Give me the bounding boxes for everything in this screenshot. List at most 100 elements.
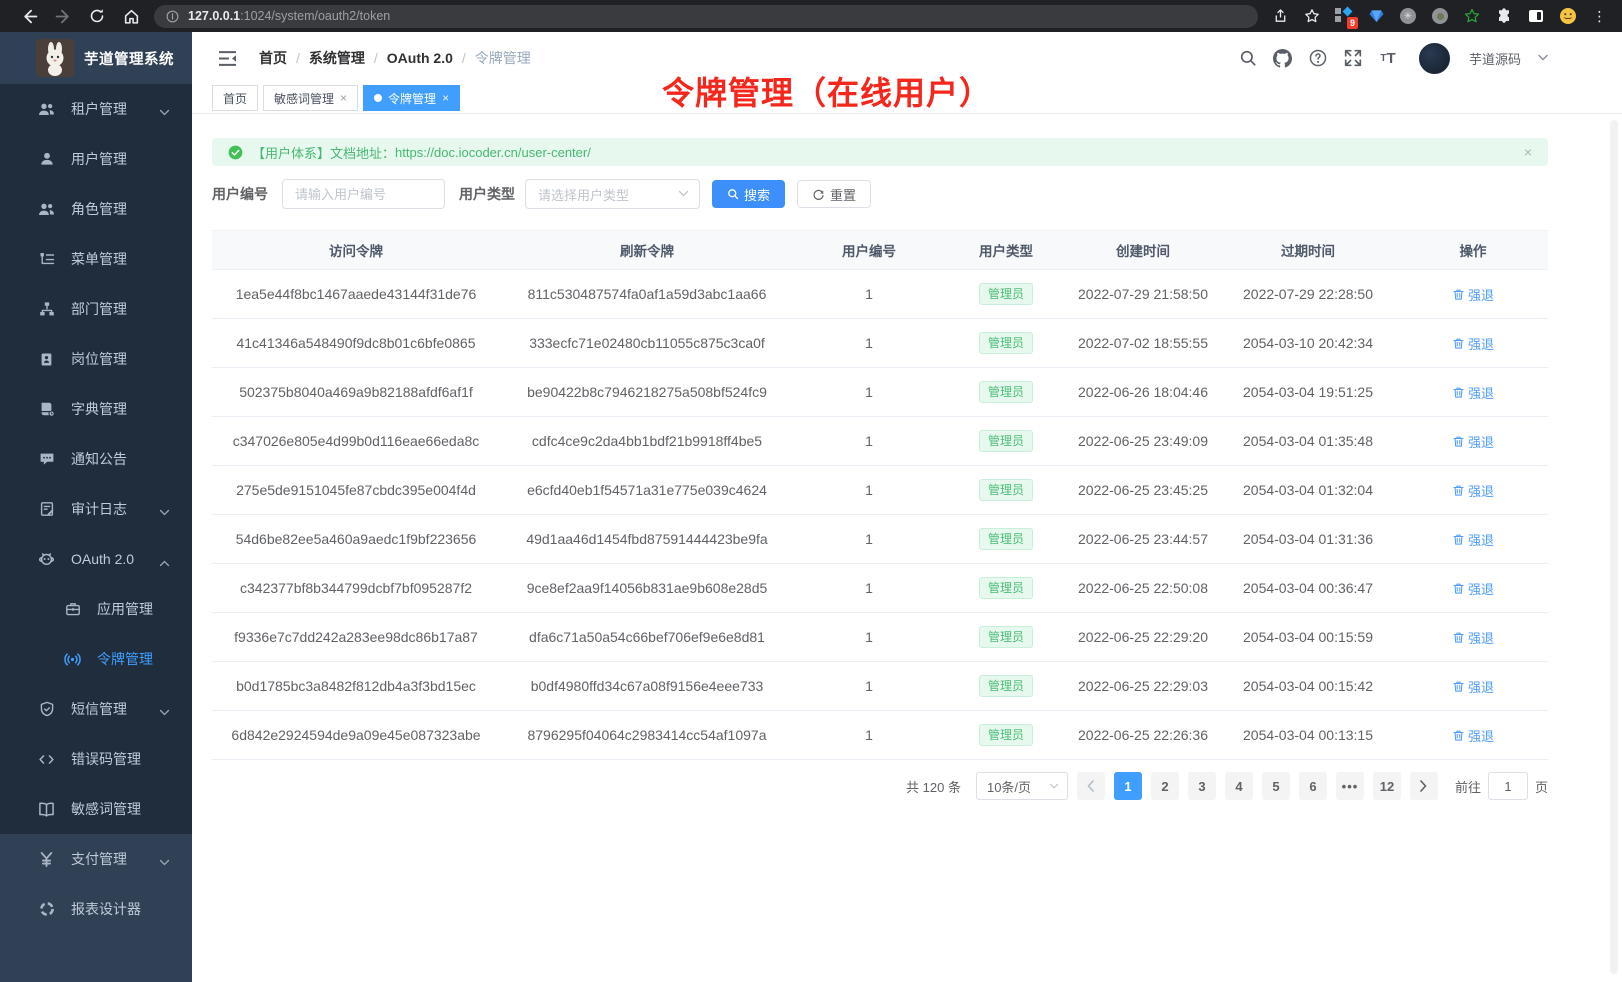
access-token-cell: 502375b8040a469a9b82188afdf6af1f (239, 384, 473, 400)
sidebar-item-post[interactable]: 岗位管理 (0, 334, 192, 384)
browser-back-icon[interactable] (12, 3, 46, 29)
extension-grid-icon[interactable]: 9 (1334, 6, 1358, 29)
action-cell: 强退 (1398, 530, 1548, 549)
help-icon[interactable] (1308, 48, 1328, 68)
force-logout-button[interactable]: 强退 (1452, 726, 1494, 745)
user-name[interactable]: 芋道源码 (1468, 51, 1521, 67)
gem-extension-icon[interactable] (1366, 6, 1386, 26)
user-avatar[interactable] (1418, 42, 1450, 74)
browser-forward-icon[interactable] (46, 3, 80, 29)
reset-button[interactable]: 重置 (797, 180, 872, 208)
breadcrumb-item[interactable]: OAuth 2.0 (386, 50, 453, 66)
search-button[interactable]: 搜索 (712, 180, 786, 208)
access-token-cell: 41c41346a548490f9dc8b01c6bfe0865 (236, 335, 476, 351)
sidebar-item-report[interactable]: 报表设计器 (0, 884, 192, 934)
chevron-down-icon[interactable] (1538, 49, 1548, 67)
github-icon[interactable] (1273, 48, 1293, 68)
close-icon[interactable]: × (442, 91, 450, 105)
user-type-cell: 管理员 (944, 675, 1068, 697)
prev-page-button[interactable] (1076, 772, 1105, 800)
force-logout-button[interactable]: 强退 (1452, 334, 1494, 353)
sidebar-item-errcode[interactable]: 错误码管理 (0, 734, 192, 784)
split-window-icon[interactable] (1526, 6, 1546, 26)
sidebar-item-oauth2-app[interactable]: 应用管理 (0, 584, 192, 634)
collapse-sidebar-icon[interactable] (218, 50, 237, 67)
sidebar-item-sms[interactable]: 短信管理 (0, 684, 192, 734)
app-logo[interactable]: 芋道管理系统 (0, 32, 192, 84)
goto-page-input[interactable] (1487, 772, 1528, 800)
page-button[interactable]: 6 (1298, 772, 1327, 800)
scrollbar[interactable] (1610, 120, 1618, 974)
user-id-cell: 1 (865, 335, 873, 351)
force-logout-button[interactable]: 强退 (1452, 530, 1494, 549)
page-size-select[interactable]: 10条/页 (975, 772, 1068, 800)
sidebar-item-pay[interactable]: 支付管理 (0, 834, 192, 884)
sidebar-item-label: 租户管理 (71, 101, 127, 117)
action-cell: 强退 (1398, 677, 1548, 696)
page-button[interactable]: 2 (1150, 772, 1179, 800)
user-id-input[interactable] (282, 179, 445, 209)
browser-home-icon[interactable] (114, 3, 148, 29)
table-row: 275e5de9151045fe87cbdc395e004f4d e6cfd40e… (212, 466, 1548, 515)
access-token-cell: f9336e7c7dd242a283ee98dc86b17a87 (234, 629, 478, 645)
sidebar-item-tenant[interactable]: 租户管理 (0, 84, 192, 134)
star-extension-icon[interactable] (1462, 6, 1482, 26)
sidebar-item-dept[interactable]: 部门管理 (0, 284, 192, 334)
site-info-icon[interactable] (166, 10, 179, 23)
expire-time-cell: 2054-03-04 19:51:25 (1243, 384, 1373, 400)
sidebar-item-audit[interactable]: 审计日志 (0, 484, 192, 534)
sidebar-item-label: 通知公告 (71, 451, 127, 467)
force-logout-button[interactable]: 强退 (1452, 481, 1494, 500)
access-token-cell: 275e5de9151045fe87cbdc395e004f4d (236, 482, 476, 498)
tag-view-tab[interactable]: 敏感词管理 × (263, 85, 359, 111)
alert-close-icon[interactable]: × (1523, 144, 1532, 160)
sidebar-item-menu[interactable]: 菜单管理 (0, 234, 192, 284)
more-pages-button[interactable]: ••• (1335, 772, 1364, 800)
next-page-button[interactable] (1409, 772, 1438, 800)
user-type-cell: 管理员 (944, 479, 1068, 501)
force-logout-button[interactable]: 强退 (1452, 383, 1494, 402)
emoji-profile-icon[interactable] (1558, 6, 1578, 26)
tag-view-tab[interactable]: 首页 (212, 85, 259, 111)
breadcrumb-item[interactable]: 首页 (259, 50, 287, 66)
page-button[interactable]: 1 (1113, 772, 1142, 800)
share-icon[interactable] (1270, 6, 1290, 26)
command-extension-icon[interactable]: ✳ (1398, 6, 1418, 26)
sensitive-icon (38, 801, 55, 818)
fullscreen-icon[interactable] (1343, 48, 1363, 68)
puzzle-extensions-icon[interactable] (1494, 6, 1514, 26)
sidebar-menu: 租户管理用户管理 角色管理 菜单管理 部门管理 岗位管理 字典管理通知公告审计日志 OAut… (0, 84, 192, 834)
force-logout-button[interactable]: 强退 (1452, 579, 1494, 598)
browser-reload-icon[interactable] (80, 3, 114, 29)
force-logout-button[interactable]: 强退 (1452, 677, 1494, 696)
sidebar-item-role[interactable]: 角色管理 (0, 184, 192, 234)
address-bar[interactable]: 127.0.0.1:1024/system/oauth2/token (154, 4, 1258, 28)
alert-doc-link[interactable]: https://doc.iocoder.cn/user-center/ (395, 144, 591, 160)
sidebar-item-notice[interactable]: 通知公告 (0, 434, 192, 484)
tag-view-tab[interactable]: 令牌管理 × (363, 85, 461, 111)
user-type-select[interactable]: 请选择用户类型 (525, 179, 700, 209)
sidebar-item-oauth2[interactable]: OAuth 2.0 (0, 534, 192, 584)
close-icon[interactable]: × (340, 91, 348, 105)
page-button[interactable]: 12 (1372, 772, 1401, 800)
chevron-down-icon (159, 104, 170, 120)
dot-extension-icon[interactable] (1430, 6, 1450, 26)
breadcrumb-item[interactable]: 系统管理 (308, 50, 365, 66)
page-button[interactable]: 4 (1224, 772, 1253, 800)
created-time-cell: 2022-06-25 23:49:09 (1078, 433, 1208, 449)
bookmark-star-icon[interactable] (1302, 6, 1322, 26)
page-button[interactable]: 3 (1187, 772, 1216, 800)
sidebar-item-user[interactable]: 用户管理 (0, 134, 192, 184)
force-logout-button[interactable]: 强退 (1452, 432, 1494, 451)
expire-time-cell: 2054-03-04 00:13:15 (1243, 727, 1373, 743)
force-logout-button[interactable]: 强退 (1452, 628, 1494, 647)
sidebar-item-sensitive[interactable]: 敏感词管理 (0, 784, 192, 834)
search-icon[interactable] (1238, 48, 1258, 68)
sidebar-item-dict[interactable]: 字典管理 (0, 384, 192, 434)
page-button[interactable]: 5 (1261, 772, 1290, 800)
browser-menu-icon[interactable]: ⋮ (1592, 7, 1608, 24)
expire-time-cell: 2054-03-04 01:32:04 (1243, 482, 1373, 498)
sidebar-item-oauth2-token[interactable]: 令牌管理 (0, 634, 192, 684)
force-logout-button[interactable]: 强退 (1452, 285, 1494, 304)
